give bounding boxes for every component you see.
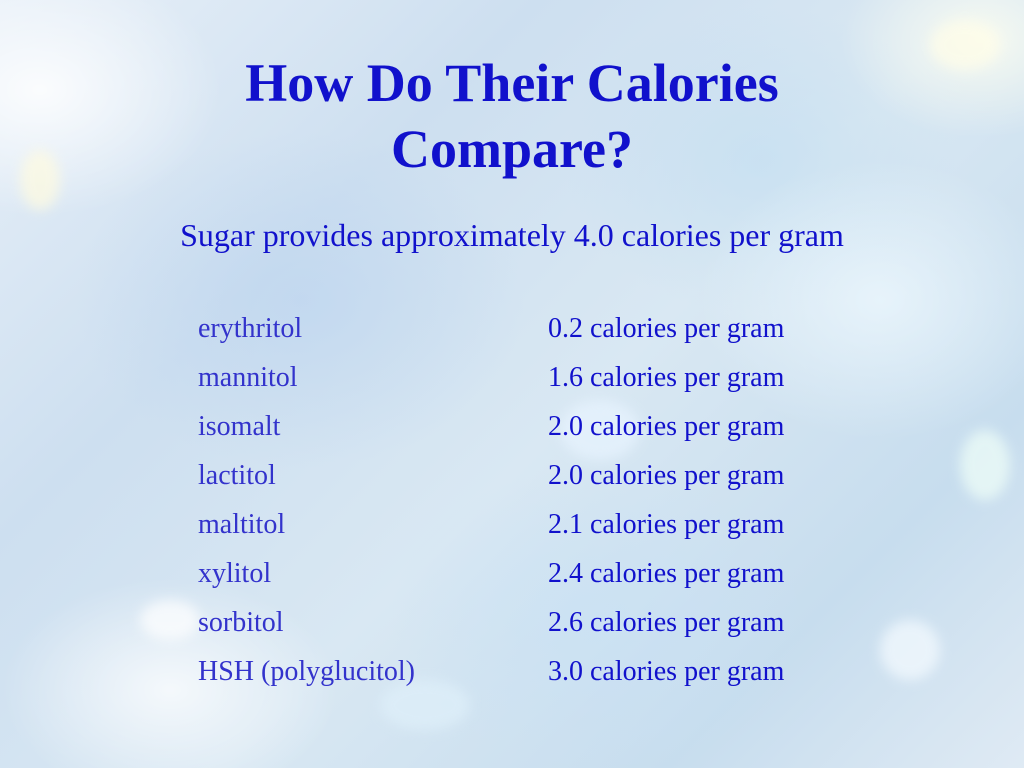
table-row: HSH (polyglucitol) 3.0 calories per gram [198, 647, 898, 696]
calorie-value: 2.4 calories per gram [548, 558, 785, 589]
calorie-value: 2.6 calories per gram [548, 607, 785, 638]
calorie-value: 3.0 calories per gram [548, 656, 785, 687]
calorie-value: 2.0 calories per gram [548, 411, 785, 442]
sweetener-name: sorbitol [198, 607, 284, 638]
title-line-2: Compare? [391, 119, 633, 179]
table-row: maltitol 2.1 calories per gram [198, 500, 898, 549]
table-row: mannitol 1.6 calories per gram [198, 353, 898, 402]
sweetener-name: mannitol [198, 362, 298, 393]
table-row: sorbitol 2.6 calories per gram [198, 598, 898, 647]
background-glint [960, 430, 1010, 500]
slide-title: How Do Their Calories Compare? [112, 50, 912, 182]
calorie-value: 1.6 calories per gram [548, 362, 785, 393]
slide-subtitle: Sugar provides approximately 4.0 calorie… [180, 217, 844, 253]
background-glint [560, 400, 640, 460]
table-row: xylitol 2.4 calories per gram [198, 549, 898, 598]
background-glint [20, 150, 60, 210]
sweetener-name: HSH (polyglucitol) [198, 656, 415, 687]
sweetener-name: maltitol [198, 509, 286, 540]
table-row: isomalt 2.0 calories per gram [198, 402, 898, 451]
sweetener-name: erythritol [198, 313, 303, 344]
background-glint [880, 620, 940, 680]
calorie-value: 2.0 calories per gram [548, 460, 785, 491]
background-glint [380, 680, 470, 730]
background-glint [140, 600, 200, 640]
sweetener-name: isomalt [198, 411, 281, 442]
sweetener-name: xylitol [198, 558, 272, 589]
table-row: lactitol 2.0 calories per gram [198, 451, 898, 500]
table-row: erythritol 0.2 calories per gram [198, 304, 898, 353]
calorie-value: 0.2 calories per gram [548, 313, 785, 344]
sweetener-name: lactitol [198, 460, 276, 491]
title-line-1: How Do Their Calories [245, 53, 779, 113]
calorie-value: 2.1 calories per gram [548, 509, 785, 540]
background-glint [930, 20, 1000, 70]
calorie-table: erythritol 0.2 calories per gram mannito… [198, 304, 898, 696]
